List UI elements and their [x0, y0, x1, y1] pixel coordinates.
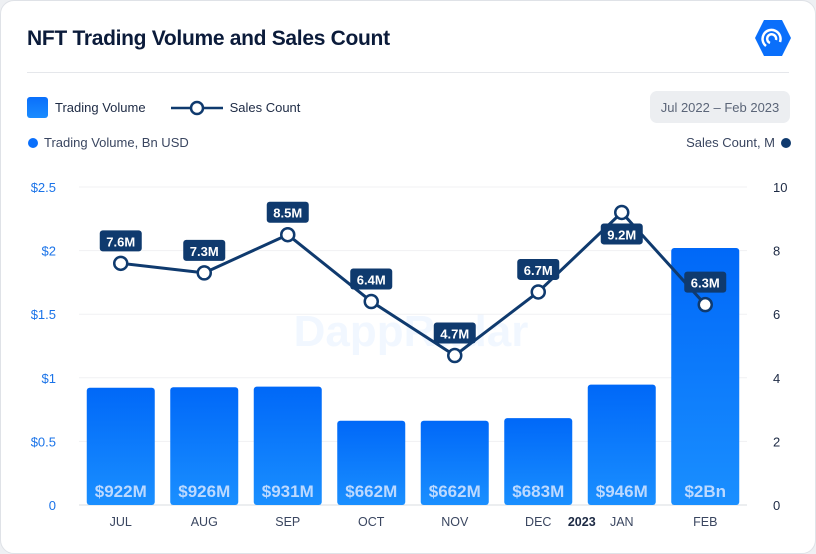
left-axis-title: Trading Volume, Bn USD — [28, 135, 189, 150]
data-label-bg — [266, 201, 309, 223]
sales-data-label: 6.3M — [691, 276, 720, 291]
x-tick-label: FEB — [693, 515, 717, 529]
year-marker: 2023 — [568, 515, 596, 529]
x-tick-label: AUG — [191, 515, 218, 529]
left-axis-dot — [28, 137, 38, 148]
left-tick-label: $1.5 — [31, 307, 56, 322]
right-axis-label: Sales Count, M — [686, 135, 775, 150]
legend-line-icon — [170, 100, 223, 115]
header-divider — [27, 72, 789, 73]
sales-point — [614, 204, 630, 221]
x-tick-label: DEC — [525, 515, 551, 529]
bar-label: $926M — [178, 482, 230, 501]
right-tick-label: 10 — [773, 180, 787, 195]
data-label-bg — [350, 268, 393, 290]
bar-aug — [170, 387, 239, 505]
sales-point — [530, 284, 546, 300]
bar-feb — [671, 248, 740, 505]
sales-data-label: 6.7M — [524, 263, 553, 278]
legend-bar-swatch — [27, 97, 48, 118]
date-range-button[interactable]: Jul 2022 – Feb 2023 — [650, 91, 790, 123]
right-tick-label: 2 — [773, 434, 780, 449]
right-tick-label: 0 — [773, 498, 780, 513]
sales-data-label: 4.7M — [440, 327, 469, 342]
sales-point — [447, 347, 463, 364]
x-tick-label: JUL — [110, 515, 132, 529]
bar-label: $662M — [345, 482, 397, 501]
chart-title: NFT Trading Volume and Sales Count — [27, 27, 390, 50]
sales-point — [113, 255, 129, 272]
bar-jul — [86, 387, 155, 505]
sales-point — [363, 293, 379, 310]
bar-jan — [587, 384, 656, 505]
bar-label: $662M — [429, 482, 481, 501]
data-label-bg — [433, 322, 476, 344]
sales-data-label: 6.4M — [357, 272, 386, 287]
sales-point — [697, 296, 713, 313]
left-tick-label: $0.5 — [31, 434, 56, 449]
legend-line-label: Sales Count — [229, 100, 301, 115]
sales-data-label: 7.6M — [106, 234, 135, 249]
x-tick-label: OCT — [358, 515, 385, 529]
dappradar-logo-icon — [755, 20, 791, 56]
x-tick-label: NOV — [441, 515, 469, 529]
sales-data-label: 9.2M — [607, 227, 636, 242]
sales-data-label: 7.3M — [190, 244, 219, 259]
legend-bar-label: Trading Volume — [55, 100, 146, 115]
bar-label: $2Bn — [684, 482, 726, 501]
sales-point — [280, 226, 296, 243]
legend: Trading Volume Sales Count — [27, 97, 300, 118]
right-axis-title: Sales Count, M — [686, 135, 791, 150]
left-tick-label: 0 — [49, 498, 56, 513]
data-label-bg — [99, 230, 142, 252]
x-tick-label: SEP — [275, 515, 300, 529]
bar-label: $931M — [262, 482, 314, 501]
data-label-bg — [183, 239, 226, 261]
bar-nov — [420, 420, 489, 505]
data-label-bg — [684, 271, 727, 293]
bar-label: $922M — [95, 482, 147, 501]
data-label-bg — [517, 258, 560, 280]
bar-label: $946M — [596, 482, 648, 501]
right-tick-label: 8 — [773, 244, 780, 259]
bar-oct — [337, 420, 406, 505]
left-axis-label: Trading Volume, Bn USD — [44, 135, 189, 150]
bar-sep — [253, 386, 322, 505]
right-tick-label: 4 — [773, 371, 780, 386]
left-tick-label: $2 — [42, 244, 56, 259]
left-tick-label: $2.5 — [31, 180, 56, 195]
sales-point — [196, 265, 212, 281]
watermark: DappRadar — [294, 307, 529, 356]
bar-dec — [504, 418, 573, 505]
right-tick-label: 6 — [773, 307, 780, 322]
right-axis-dot — [781, 137, 791, 148]
sales-data-label: 8.5M — [273, 206, 302, 221]
data-label-bg — [600, 223, 643, 245]
x-tick-label: JAN — [610, 515, 634, 529]
bar-label: $683M — [512, 482, 564, 501]
left-tick-label: $1 — [42, 371, 56, 386]
